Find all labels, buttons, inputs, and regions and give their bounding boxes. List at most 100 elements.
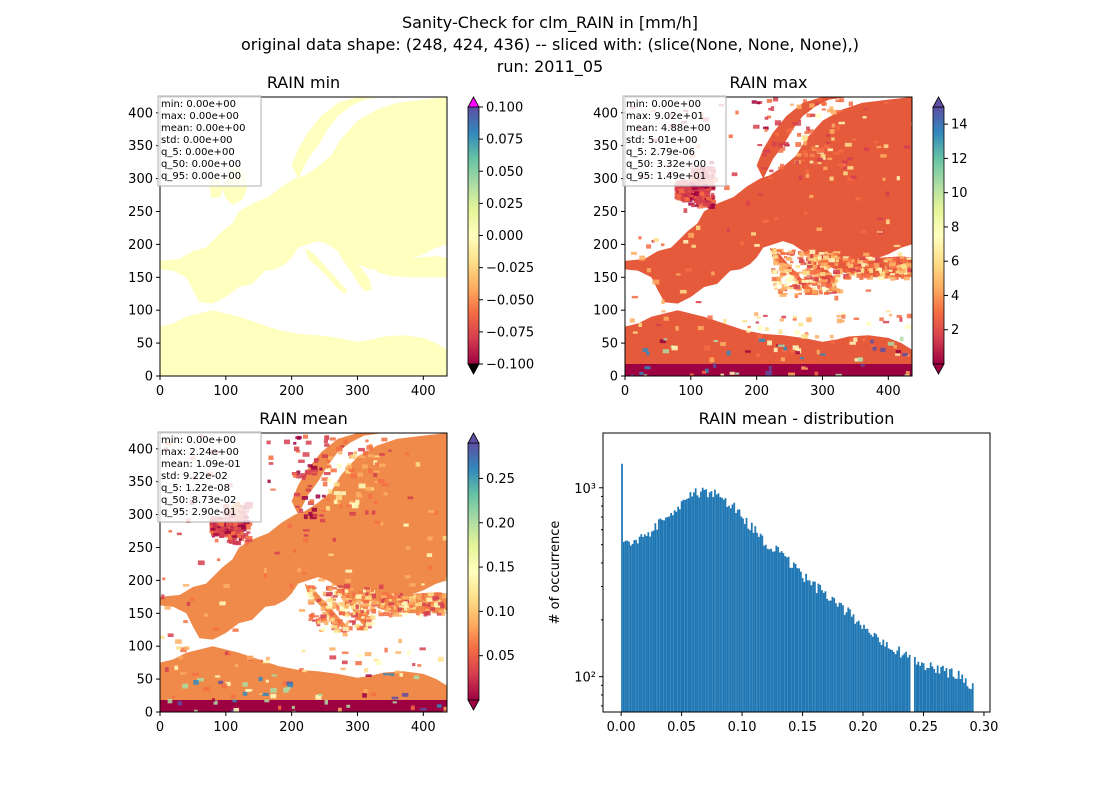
rain-mean-field-cell — [361, 595, 365, 599]
rain-max-field-cell — [904, 324, 912, 329]
rain-hist-bar — [707, 497, 709, 712]
rain-max-field-cell — [683, 208, 688, 213]
rain-max-field-cell — [886, 275, 891, 279]
rain-max-field-cell — [818, 251, 825, 255]
rain-mean-field-cell — [374, 520, 381, 524]
rain-mean-field-cell — [326, 465, 332, 469]
rain-hist-bar — [719, 497, 722, 712]
rain-hist-bar — [631, 543, 634, 712]
rain-max-field-cell — [847, 166, 854, 170]
rain-hist-bar — [887, 648, 890, 712]
rain-max-field-cell — [704, 190, 711, 195]
rain-min-stats-line: mean: 0.00e+00 — [161, 123, 245, 134]
rain-mean-field-cell — [182, 683, 189, 689]
rain-hist-bar — [835, 603, 837, 712]
rain-max-field-cell — [895, 275, 899, 280]
rain-mean-field-cell — [379, 597, 383, 601]
rain-hist-xtick-label: 0.20 — [849, 720, 878, 735]
rain-max-ytick-label: 100 — [593, 304, 618, 319]
rain-max-field-cell — [646, 268, 652, 273]
rain-mean-field-cell — [425, 611, 431, 616]
rain-max-field-cell — [797, 132, 802, 137]
rain-mean-field-cell — [302, 434, 308, 439]
rain-max-field-cell — [818, 290, 823, 295]
rain-max-field-cell — [875, 266, 880, 271]
rain-hist-bar — [831, 596, 834, 712]
rain-mean-field-cell — [405, 452, 410, 456]
rain-mean-field-cell — [240, 534, 247, 539]
rain-mean-field-cell — [174, 665, 179, 670]
rain-hist-bar — [856, 621, 858, 712]
rain-hist-bar — [701, 487, 704, 712]
rain-mean-field-cell — [328, 601, 335, 607]
rain-max-field-cell — [792, 315, 798, 319]
rain-hist-bar — [740, 516, 743, 712]
rain-max-field-cell — [880, 347, 886, 353]
rain-mean-field-cell — [270, 488, 276, 491]
rain-mean-field-cell — [318, 578, 326, 582]
rain-mean-field-cell — [344, 613, 350, 617]
rain-mean-field-cell — [341, 660, 348, 665]
rain-mean-field-cell — [175, 639, 182, 644]
rain-mean-field-cell — [210, 524, 217, 527]
rain-max-field-cell — [875, 273, 882, 277]
rain-mean-field-cell — [303, 514, 308, 520]
rain-max-field-cell — [742, 320, 748, 323]
rain-max-field-cell — [846, 262, 853, 267]
rain-max-field-cell — [800, 261, 805, 266]
rain-max-field-cell — [782, 263, 788, 268]
rain-max-field-cell — [796, 153, 802, 157]
rain-mean-field-cell — [216, 558, 221, 562]
rain-mean-field-cell — [423, 605, 430, 610]
rain-max-field-cell — [870, 345, 875, 348]
rain-min-stats-box — [157, 95, 262, 187]
rain-hist-bar — [780, 551, 783, 712]
rain-max-field-cell — [783, 284, 789, 287]
rain-max-colorbar-under — [932, 363, 945, 375]
rain-hist-bar — [694, 488, 697, 712]
rain-mean-field-cell — [335, 446, 343, 452]
rain-mean-colorbar-tick-label: 0.25 — [486, 472, 515, 487]
rain-max-field-cell — [882, 269, 889, 274]
rain-max-field-cell — [778, 266, 785, 272]
rain-hist-bar — [656, 529, 658, 712]
rain-max-stats-line: q_50: 3.32e+00 — [626, 159, 706, 170]
rain-max-field-cell — [803, 211, 808, 215]
rain-max-field-cell — [863, 147, 870, 152]
rain-mean-field-cell — [374, 500, 378, 505]
rain-mean-ytick-label: 400 — [128, 442, 153, 457]
rain-hist-bar — [814, 581, 816, 712]
rain-max-frame — [624, 96, 913, 377]
rain-mean-field-cell — [203, 686, 211, 692]
rain-mean-field-cell — [397, 607, 402, 613]
rain-max-field-cell — [879, 317, 884, 322]
rain-mean-field-cell — [347, 613, 354, 616]
rain-mean-field-cell — [351, 620, 356, 626]
rain-hist-bar — [777, 546, 779, 712]
rain-hist-bar — [866, 628, 869, 712]
rain-max-field-cell — [842, 256, 850, 259]
rain-max-field-cell — [694, 204, 699, 207]
rain-hist-bar — [679, 509, 681, 712]
rain-max-colorbar — [932, 106, 945, 365]
rain-mean-field-cell — [346, 620, 351, 624]
rain-mean-field-cell — [342, 599, 349, 603]
rain-mean-field-cell — [268, 455, 274, 460]
rain-hist-bar — [919, 665, 922, 712]
rain-mean-field-cell — [328, 489, 333, 494]
rain-min-colorbar-tick-label: −0.050 — [486, 293, 534, 308]
rain-mean-field-cell — [398, 605, 406, 609]
rain-max-field-cell — [852, 261, 858, 265]
rain-mean-field-cell — [398, 610, 403, 615]
rain-max-field-cell — [751, 232, 756, 236]
rain-mean-field-cell — [355, 604, 359, 610]
rain-hist-bar — [906, 657, 909, 712]
rain-max-field-cell — [834, 295, 839, 301]
rain-max-field-cell — [661, 310, 666, 313]
rain-mean-field-cell — [320, 606, 326, 612]
rain-max-field-cell — [681, 193, 685, 196]
rain-max-colorbar-tick-label: 10 — [951, 186, 968, 201]
rain-mean-field-cell — [362, 603, 369, 607]
rain-hist-bar — [824, 591, 827, 712]
rain-mean-field-cell — [378, 612, 384, 617]
